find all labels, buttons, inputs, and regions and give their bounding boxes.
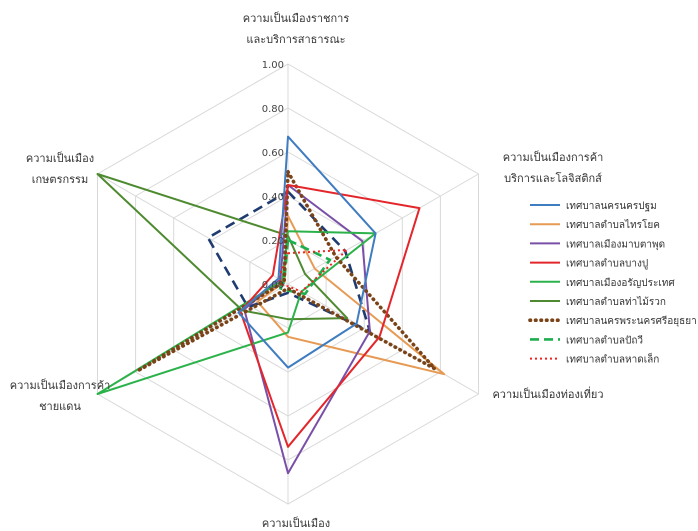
legend-label: เทศบาลนครนครปฐม xyxy=(566,201,657,212)
axis-label: ความเป็นเมืองการค้าชายแดน xyxy=(10,378,111,413)
tick-label: 0.20 xyxy=(262,236,284,247)
axis-label: ความเป็นเมืองท่องเที่ยว xyxy=(492,386,603,401)
legend-label: เทศบาลเมืองอรัญประเทศ xyxy=(566,277,675,289)
axis-label-line: ชายแดน xyxy=(39,400,81,413)
legend: เทศบาลนครนครปฐมเทศบาลตำบลไทรโยคเทศบาลเมื… xyxy=(528,201,697,366)
series-line xyxy=(277,248,349,293)
axis-label-line: ความเป็นเมืองท่องเที่ยว xyxy=(492,386,603,401)
series-line xyxy=(237,135,377,369)
tick-label: 0.60 xyxy=(262,148,284,159)
axis-label: ความเป็นเมืองราชการและบริการสาธารณะ xyxy=(243,11,350,46)
legend-label: เทศบาลนครพระนครศรีอยุธยา xyxy=(566,315,697,327)
axis-label-line: ความเป็นเมืองการค้า xyxy=(503,150,604,164)
axis-label: ความเป็นเมืองเกษตรกรรม xyxy=(26,151,94,186)
legend-label: เทศบาลตำบลไทรโยค xyxy=(566,218,660,231)
axis-label-line: ความเป็นเมือง xyxy=(26,151,94,165)
axis-label-line: เกษตรกรรม xyxy=(32,173,88,186)
series-layer xyxy=(96,135,446,475)
tick-label: 0.00 xyxy=(262,280,284,291)
axis-labels: ความเป็นเมืองราชการและบริการสาธารณะความเ… xyxy=(10,11,604,530)
series-line xyxy=(239,184,421,448)
grid-spoke xyxy=(287,283,479,395)
axis-label-line: และบริการสาธารณะ xyxy=(246,33,345,46)
legend-label: เทศบาลตำบลบางปู xyxy=(566,259,648,270)
grid-spoke xyxy=(97,173,289,285)
axis-label-line: ความเป็นเมือง xyxy=(262,516,330,530)
legend-label: เทศบาลเมืองมาบตาพุด xyxy=(566,238,665,250)
grid-spoke xyxy=(287,173,479,285)
axis-label-line: ความเป็นเมืองการค้า xyxy=(10,378,111,392)
axis-label: ความเป็นเมืองการค้าบริการและโลจิสติกส์ xyxy=(503,150,604,185)
tick-label: 0.80 xyxy=(262,104,284,115)
radar-grid xyxy=(97,63,479,505)
series-line xyxy=(96,173,349,321)
series-line xyxy=(279,238,332,296)
axis-label: ความเป็นเมือง xyxy=(262,516,330,530)
legend-label: เทศบาลตำบลท่าไม้รวก xyxy=(566,296,666,308)
tick-label: 1.00 xyxy=(262,60,284,71)
tick-label: 0.40 xyxy=(262,192,284,203)
axis-label-line: ความเป็นเมืองราชการ xyxy=(243,11,350,25)
legend-label: เทศบาลตำบลปัถวี xyxy=(566,334,643,346)
series-line xyxy=(135,170,437,373)
legend-label: เทศบาลตำบลหาดเล็ก xyxy=(566,352,659,366)
tick-labels: 0.00 0.20 0.40 0.60 0.80 1.00 xyxy=(262,60,284,291)
axis-label-line: บริการและโลจิสติกส์ xyxy=(504,171,602,185)
